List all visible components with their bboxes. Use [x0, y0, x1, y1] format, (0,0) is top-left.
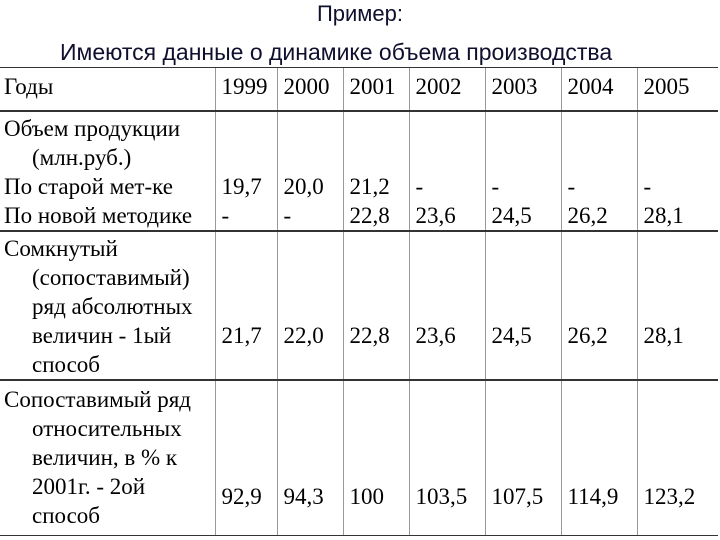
- production-row: Объем продукции (млн.руб.) По старой мет…: [0, 110, 718, 231]
- relative-cell: 94,3: [276, 379, 343, 536]
- new-method-label: По новой методике: [4, 203, 193, 228]
- relative-label-line: Сопоставимый ряд: [4, 387, 191, 412]
- new-value: 26,2: [567, 203, 608, 228]
- relative-value: 94,3: [283, 484, 324, 509]
- absolute-cell: 22,8: [342, 230, 409, 380]
- new-value: 23,6: [415, 203, 456, 228]
- slide-title: Пример:: [316, 1, 404, 26]
- relative-value: 107,5: [491, 484, 544, 509]
- relative-label-line: способ: [32, 503, 101, 528]
- production-label-line: (млн.руб.): [32, 145, 132, 170]
- relative-label: Сопоставимый ряд относительных величин, …: [0, 379, 215, 536]
- absolute-cell: 23,6: [408, 230, 485, 380]
- production-cell: - 26,2: [560, 110, 637, 231]
- absolute-label-line: величин - 1ый: [32, 323, 172, 348]
- absolute-label-line: способ: [32, 352, 101, 377]
- years-label: Годы: [0, 67, 215, 111]
- relative-cell: 100: [342, 379, 409, 536]
- absolute-value: 26,2: [567, 323, 608, 348]
- production-cell: 19,7 -: [214, 110, 277, 231]
- relative-value: 103,5: [415, 484, 468, 509]
- relative-value: 92,9: [221, 484, 262, 509]
- production-label-line: Объем продукции: [4, 116, 181, 141]
- absolute-label-line: ряд абсолютных: [32, 294, 193, 319]
- relative-label-line: величин, в % к: [32, 445, 178, 470]
- old-value: -: [491, 174, 500, 199]
- old-value: -: [415, 174, 424, 199]
- new-value: -: [221, 203, 230, 228]
- relative-value: 100: [349, 484, 385, 509]
- old-value: -: [643, 174, 652, 199]
- old-value: 19,7: [221, 174, 262, 199]
- old-value: 21,2: [349, 174, 390, 199]
- year-cell: 2002: [408, 67, 485, 111]
- production-cell: - 28,1: [636, 110, 718, 231]
- production-label: Объем продукции (млн.руб.) По старой мет…: [0, 110, 215, 231]
- relative-cell: 107,5: [484, 379, 561, 536]
- relative-value: 114,9: [567, 484, 619, 509]
- production-cell: 20,0 -: [276, 110, 343, 231]
- relative-cell: 92,9: [214, 379, 277, 536]
- absolute-value: 22,0: [283, 323, 324, 348]
- year-cell: 2001: [342, 67, 409, 111]
- absolute-cell: 26,2: [560, 230, 637, 380]
- absolute-cell: 21,7: [214, 230, 277, 380]
- absolute-value: 24,5: [491, 323, 532, 348]
- absolute-label-line: (сопоставимый): [32, 265, 190, 290]
- old-value: -: [567, 174, 576, 199]
- new-value: 28,1: [643, 203, 684, 228]
- relative-cell: 103,5: [408, 379, 485, 536]
- production-cell: - 23,6: [408, 110, 485, 231]
- absolute-value: 22,8: [349, 323, 390, 348]
- absolute-value: 23,6: [415, 323, 456, 348]
- new-value: 22,8: [349, 203, 390, 228]
- relative-label-line: 2001г. - 2ой: [32, 474, 146, 499]
- absolute-cell: 28,1: [636, 230, 718, 380]
- absolute-cell: 24,5: [484, 230, 561, 380]
- absolute-value: 28,1: [643, 323, 684, 348]
- year-cell: 1999: [214, 67, 277, 111]
- slide-subtitle: Имеются данные о динамике объема произво…: [60, 39, 613, 65]
- years-row: Годы 1999 2000 2001 2002 2003 2004 2005: [0, 67, 718, 111]
- absolute-label: Сомкнутый (сопоставимый) ряд абсолютных …: [0, 230, 215, 380]
- relative-label-line: относительных: [32, 416, 182, 441]
- absolute-label-line: Сомкнутый: [4, 236, 118, 261]
- relative-cell: 114,9: [560, 379, 637, 536]
- year-cell: 2005: [636, 67, 718, 111]
- absolute-row: Сомкнутый (сопоставимый) ряд абсолютных …: [0, 230, 718, 380]
- absolute-cell: 22,0: [276, 230, 343, 380]
- old-value: 20,0: [283, 174, 324, 199]
- absolute-value: 21,7: [221, 323, 262, 348]
- production-cell: - 24,5: [484, 110, 561, 231]
- year-cell: 2000: [276, 67, 343, 111]
- production-dynamics-table: Годы 1999 2000 2001 2002 2003 2004 2005 …: [0, 67, 718, 536]
- year-cell: 2004: [560, 67, 637, 111]
- year-cell: 2003: [484, 67, 561, 111]
- old-method-label: По старой мет-ке: [4, 174, 173, 199]
- new-value: 24,5: [491, 203, 532, 228]
- relative-cell: 123,2: [636, 379, 718, 536]
- relative-row: Сопоставимый ряд относительных величин, …: [0, 379, 718, 536]
- production-cell: 21,2 22,8: [342, 110, 409, 231]
- new-value: -: [283, 203, 292, 228]
- relative-value: 123,2: [643, 484, 696, 509]
